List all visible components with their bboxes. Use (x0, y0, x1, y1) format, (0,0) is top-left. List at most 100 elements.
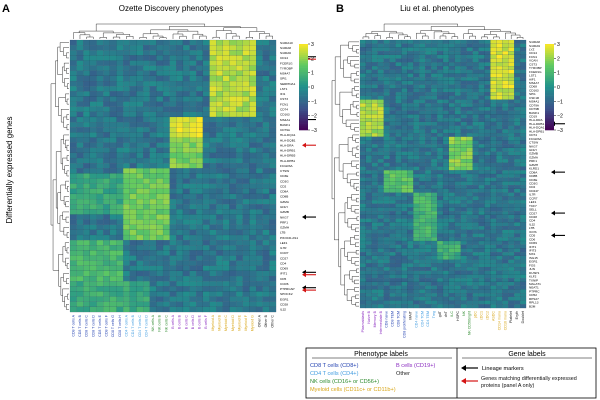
heatmap-cell (109, 122, 117, 128)
heatmap-cell (389, 181, 396, 186)
gene-label: HLA-DRB5 (280, 154, 296, 158)
heatmap-cell (383, 293, 390, 297)
heatmap-cell (209, 178, 217, 184)
heatmap-cell (502, 39, 509, 44)
colorbar-segment (299, 61, 308, 64)
heatmap-cell (269, 75, 277, 82)
heatmap-cell (216, 137, 223, 143)
heatmap-cell (365, 300, 372, 305)
heatmap-cell (359, 114, 367, 119)
heatmap-cell (496, 185, 503, 189)
heatmap-cell (484, 196, 491, 201)
dendrogram-branch (356, 104, 359, 110)
heatmap-cell (209, 65, 217, 71)
heatmap-cell (407, 110, 414, 115)
heatmap-cell (442, 103, 450, 108)
heatmap-cell (389, 255, 396, 260)
heatmap-cell (389, 54, 396, 59)
heatmap-cell (407, 140, 414, 145)
heatmap-cell (490, 289, 497, 294)
gene-label: EGR1 (529, 260, 538, 264)
heatmap-cell (176, 132, 184, 138)
heatmap-cell (413, 43, 420, 48)
heatmap-cell (242, 178, 250, 184)
colorbar-segment (545, 121, 554, 124)
heatmap-cell (383, 188, 390, 193)
heatmap-cell (377, 77, 384, 82)
heatmap-cell (514, 211, 521, 216)
legend-item-cd8: CD8 T cells (CD8+) (310, 363, 359, 369)
heatmap-cell (466, 207, 473, 212)
heatmap-cell (359, 252, 367, 256)
heatmap-cell (242, 142, 250, 148)
heatmap-cell (496, 177, 503, 182)
heatmap-cell (103, 204, 110, 210)
heatmap-cell (116, 168, 124, 174)
heatmap-cell (383, 285, 390, 290)
heatmap-cell (383, 110, 390, 115)
heatmap-cell (103, 39, 110, 46)
heatmap-cell (249, 193, 257, 200)
heatmap-cell (454, 80, 461, 85)
colorbar-segment (299, 110, 308, 114)
heatmap-cell (413, 118, 420, 122)
heatmap-cell (89, 270, 97, 277)
heatmap-cell (454, 211, 461, 216)
heatmap-cell (136, 106, 144, 112)
heatmap-cell (96, 276, 104, 282)
heatmap-cell (83, 229, 91, 236)
heatmap-cell (484, 300, 491, 305)
heatmap-cell (472, 103, 479, 108)
heatmap-cell (169, 265, 177, 272)
heatmap-cell (359, 118, 367, 122)
heatmap-cell (407, 118, 414, 122)
heatmap-cell (242, 127, 250, 133)
dendrogram-branch (347, 218, 357, 228)
heatmap-cell (442, 237, 450, 242)
heatmap-cell (176, 127, 184, 133)
heatmap-cell (242, 106, 250, 112)
heatmap-cell (496, 199, 503, 204)
heatmap-cell (508, 185, 515, 189)
heatmap-cell (69, 306, 77, 313)
heatmap-cell (249, 96, 257, 102)
heatmap-cell (143, 234, 150, 241)
heatmap-cell (365, 185, 372, 189)
gene-label: SPOCK2 (280, 292, 293, 296)
heatmap-cell (249, 163, 257, 169)
heatmap-cell (156, 86, 164, 92)
gene-label: KLRD1 (529, 167, 539, 171)
heatmap-cell (262, 147, 270, 154)
heatmap-cell (182, 173, 190, 179)
heatmap-cell (242, 255, 250, 261)
heatmap-cell (262, 286, 270, 292)
heatmap-cell (454, 255, 461, 260)
heatmap-cell (478, 188, 485, 193)
heatmap-cell (460, 211, 467, 216)
heatmap-cell (395, 58, 402, 63)
heatmap-cell (196, 147, 204, 154)
heatmap-cell (109, 250, 117, 256)
heatmap-cell (123, 127, 130, 133)
heatmap-cell (209, 127, 217, 133)
heatmap-cell (490, 125, 497, 130)
heatmap-cell (448, 144, 455, 149)
heatmap-cell (413, 147, 420, 152)
heatmap-cell (490, 99, 497, 104)
heatmap-cell (249, 152, 257, 159)
dendrogram-branch (354, 279, 359, 285)
heatmap-cell (189, 45, 197, 51)
heatmap-cell (129, 91, 137, 97)
heatmap-cell (437, 162, 444, 167)
heatmap-cell (407, 281, 414, 286)
heatmap-cell (454, 166, 461, 171)
heatmap-cell (202, 39, 210, 46)
heatmap-cell (389, 214, 396, 219)
heatmap-cell (508, 103, 515, 108)
heatmap-cell (395, 114, 402, 119)
heatmap-cell (269, 55, 277, 61)
phenotype-label: Myeloid G (251, 315, 255, 331)
heatmap-cell (472, 229, 479, 234)
heatmap-cell (425, 95, 432, 100)
heatmap-cell (116, 137, 124, 143)
